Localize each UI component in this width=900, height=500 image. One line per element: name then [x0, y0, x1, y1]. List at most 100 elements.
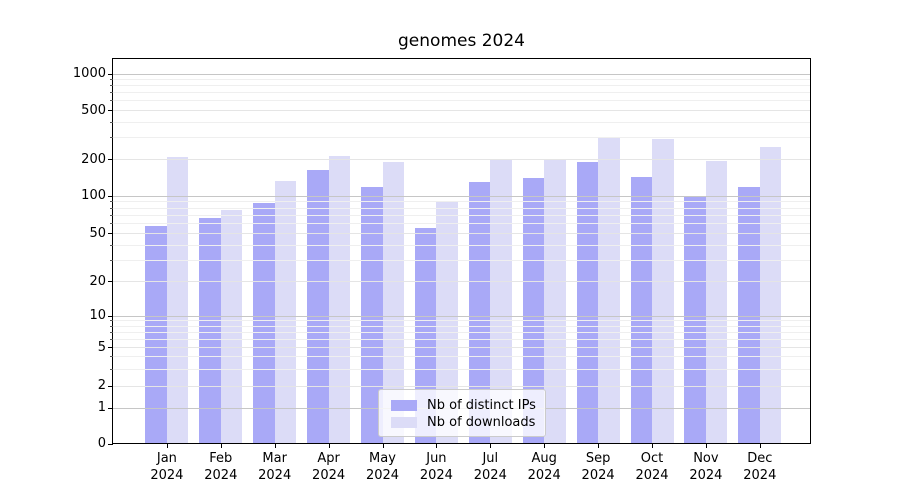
bar-downloads: [490, 159, 512, 443]
x-tick-mark: [166, 444, 168, 448]
y-tick-label: 500: [81, 102, 106, 118]
bar-downloads: [705, 160, 728, 443]
legend-swatch: [391, 400, 417, 411]
bar-downloads: [220, 209, 243, 443]
x-tick-label: Mar 2024: [258, 451, 292, 483]
y-tick-label: 20: [89, 273, 106, 289]
x-tick-label: Apr 2024: [312, 451, 346, 483]
y-minor-tick-mark: [110, 85, 113, 87]
x-tick-mark: [328, 444, 330, 448]
y-tick-label: 2: [97, 378, 106, 394]
y-minor-tick-mark: [110, 79, 113, 81]
bar-distinct-ips: [630, 177, 652, 443]
x-tick-label: Jun 2024: [419, 451, 453, 483]
x-tick-mark: [436, 444, 438, 448]
bar-distinct-ips: [738, 187, 760, 443]
chart-title: genomes 2024: [398, 31, 525, 51]
y-minor-tick-mark: [110, 201, 113, 203]
y-minor-tick-mark: [110, 356, 113, 358]
bar-downloads: [274, 181, 297, 443]
legend-item: Nb of distinct IPs: [391, 397, 537, 414]
legend: Nb of distinct IPs Nb of downloads: [378, 389, 546, 437]
legend-swatch: [391, 417, 417, 428]
y-minor-tick-mark: [110, 259, 113, 261]
y-minor-tick-mark: [110, 368, 113, 370]
bar-downloads: [759, 147, 782, 443]
gridline: [113, 110, 810, 111]
x-tick-mark: [598, 444, 600, 448]
y-minor-tick-mark: [110, 100, 113, 102]
x-tick-label: Dec 2024: [743, 451, 777, 483]
y-minor-tick-mark: [110, 92, 113, 94]
y-tick-mark: [108, 347, 113, 348]
bar-distinct-ips: [145, 226, 167, 443]
y-tick-mark: [108, 443, 113, 445]
bar-distinct-ips: [684, 196, 706, 443]
y-minor-tick-mark: [110, 137, 113, 139]
y-tick-label: 5: [97, 339, 106, 355]
y-tick-label: 10: [89, 308, 106, 324]
bar-distinct-ips: [576, 161, 599, 443]
y-minor-tick-mark: [110, 244, 113, 246]
y-tick-label: 50: [89, 225, 106, 241]
y-tick-label: 0: [97, 436, 106, 451]
x-tick-mark: [544, 444, 546, 448]
y-tick-mark: [108, 385, 113, 387]
y-tick-mark: [108, 195, 113, 197]
x-tick-label: Oct 2024: [635, 451, 669, 483]
x-tick-mark: [759, 444, 761, 448]
bar-distinct-ips: [522, 178, 545, 443]
x-tick-mark: [220, 444, 222, 448]
y-tick-mark: [108, 233, 113, 235]
bar-downloads: [652, 138, 674, 443]
x-tick-mark: [274, 444, 276, 448]
plot-area: Nb of distinct IPs Nb of downloads: [112, 58, 811, 444]
gridline-minor: [113, 100, 810, 102]
bar-distinct-ips: [199, 218, 221, 443]
bar-distinct-ips: [361, 186, 383, 443]
bar-downloads: [544, 160, 566, 443]
y-minor-tick-mark: [110, 338, 113, 340]
gridline-minor: [113, 85, 810, 87]
gridline-minor: [113, 92, 810, 94]
y-tick-label: 100: [81, 188, 106, 204]
y-minor-tick-mark: [110, 215, 113, 217]
gridline-minor: [113, 79, 810, 81]
bar-downloads: [436, 202, 458, 443]
y-minor-tick-mark: [110, 121, 113, 123]
y-tick-label: 1000: [72, 66, 106, 81]
y-tick-label: 200: [81, 151, 106, 167]
y-tick-mark: [108, 407, 113, 409]
x-tick-label: Jul 2024: [473, 451, 507, 483]
x-tick-mark: [382, 444, 384, 448]
x-tick-mark: [490, 444, 492, 448]
bar-downloads: [166, 156, 189, 443]
x-tick-mark: [705, 444, 707, 448]
bar-downloads: [598, 137, 620, 443]
x-tick-label: Nov 2024: [689, 451, 723, 483]
legend-item: Nb of downloads: [391, 414, 537, 431]
y-tick-mark: [108, 73, 113, 75]
y-minor-tick-mark: [110, 223, 113, 225]
bar-distinct-ips: [468, 181, 491, 443]
y-tick-mark: [108, 159, 113, 160]
y-tick-mark: [108, 281, 113, 282]
x-tick-label: May 2024: [365, 451, 400, 483]
y-minor-tick-mark: [110, 331, 113, 333]
bar-distinct-ips: [307, 170, 329, 443]
y-tick-mark: [108, 315, 113, 317]
x-tick-label: Sep 2024: [581, 451, 615, 483]
gridline: [113, 73, 810, 75]
x-tick-label: Aug 2024: [527, 451, 561, 483]
legend-item-label: Nb of downloads: [427, 415, 536, 430]
bar-downloads: [328, 155, 351, 443]
gridline-minor: [113, 137, 810, 139]
y-minor-tick-mark: [110, 325, 113, 327]
y-minor-tick-mark: [110, 207, 113, 209]
bar-distinct-ips: [253, 202, 275, 443]
x-tick-label: Feb 2024: [204, 451, 238, 483]
x-tick-mark: [652, 444, 653, 448]
y-tick-label: 1: [97, 400, 106, 416]
y-minor-tick-mark: [110, 320, 113, 322]
